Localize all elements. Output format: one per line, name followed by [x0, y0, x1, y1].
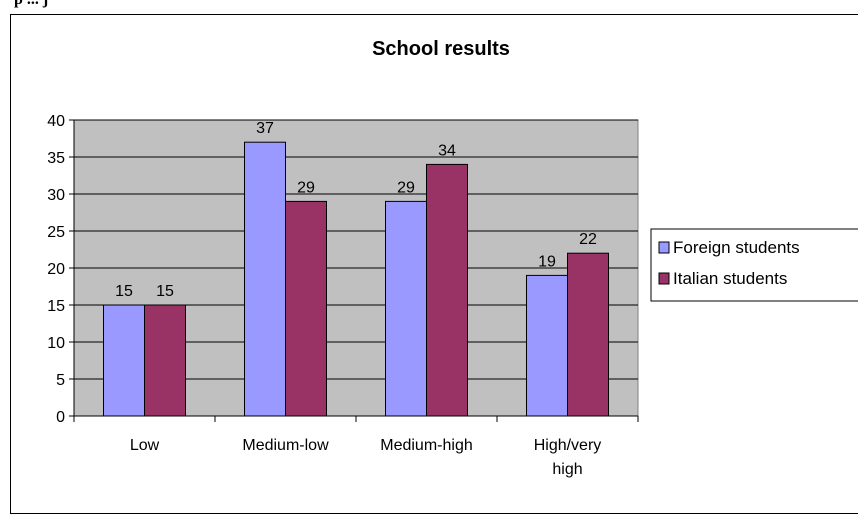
x-tick-label-line: Medium-low [242, 437, 329, 454]
y-tick-label: 30 [47, 187, 65, 204]
bar-italian-3 [567, 252, 609, 417]
legend-box [650, 228, 858, 302]
bar-italian-0 [144, 304, 186, 417]
bar-foreign-3 [526, 274, 568, 417]
x-tick-label: Low [130, 437, 160, 454]
data-label: 22 [579, 231, 597, 248]
bar-foreign-0 [103, 304, 145, 417]
bar-italian-2 [426, 163, 468, 417]
data-label: 29 [397, 179, 415, 196]
x-tick-label: High/very high [534, 437, 602, 478]
header-fragment: p ... j [14, 0, 48, 9]
legend-label: Foreign students [673, 238, 800, 257]
bar-chart: School results 0 5 10 15 20 25 30 35 40 15 15 Low 37… [47, 38, 858, 478]
bar-foreign-1 [244, 141, 286, 417]
legend-swatch [658, 272, 670, 285]
y-tick-label: 10 [47, 335, 65, 352]
y-tick-label: 20 [47, 261, 65, 278]
chart-frame: School results 0 5 10 15 20 25 30 35 40 15 15 Low 37… [10, 14, 858, 514]
data-label: 37 [256, 120, 274, 137]
x-tick-label-line: Medium-high [380, 437, 472, 454]
data-label: 15 [156, 283, 174, 300]
y-tick-label: 40 [47, 113, 65, 130]
data-label: 15 [115, 283, 133, 300]
plot-area: 0 5 10 15 20 25 30 35 40 15 15 Low 37 29 Medium-low 29 3… [47, 113, 639, 478]
x-tick-label-line: high [552, 461, 582, 478]
x-tick-label: Medium-high [380, 437, 472, 454]
header-fragment-strip: p ... j [0, 0, 858, 10]
x-tick-label-line: Low [130, 437, 160, 454]
bar-italian-1 [285, 200, 327, 417]
bar-foreign-2 [385, 200, 427, 417]
legend-label: Italian students [673, 269, 787, 288]
x-tick-label: Medium-low [242, 437, 329, 454]
x-tick-label-line: High/very [534, 437, 602, 454]
y-tick-label: 15 [47, 298, 65, 315]
chart-title: School results [372, 38, 510, 60]
data-label: 34 [438, 142, 456, 159]
data-label: 19 [538, 253, 556, 270]
y-tick-label: 5 [56, 372, 65, 389]
data-label: 29 [297, 179, 315, 196]
legend: Foreign students Italian students [650, 228, 858, 302]
legend-swatch [658, 241, 670, 254]
y-tick-label: 25 [47, 224, 65, 241]
y-tick-label: 35 [47, 150, 65, 167]
y-tick-label: 0 [56, 409, 65, 426]
